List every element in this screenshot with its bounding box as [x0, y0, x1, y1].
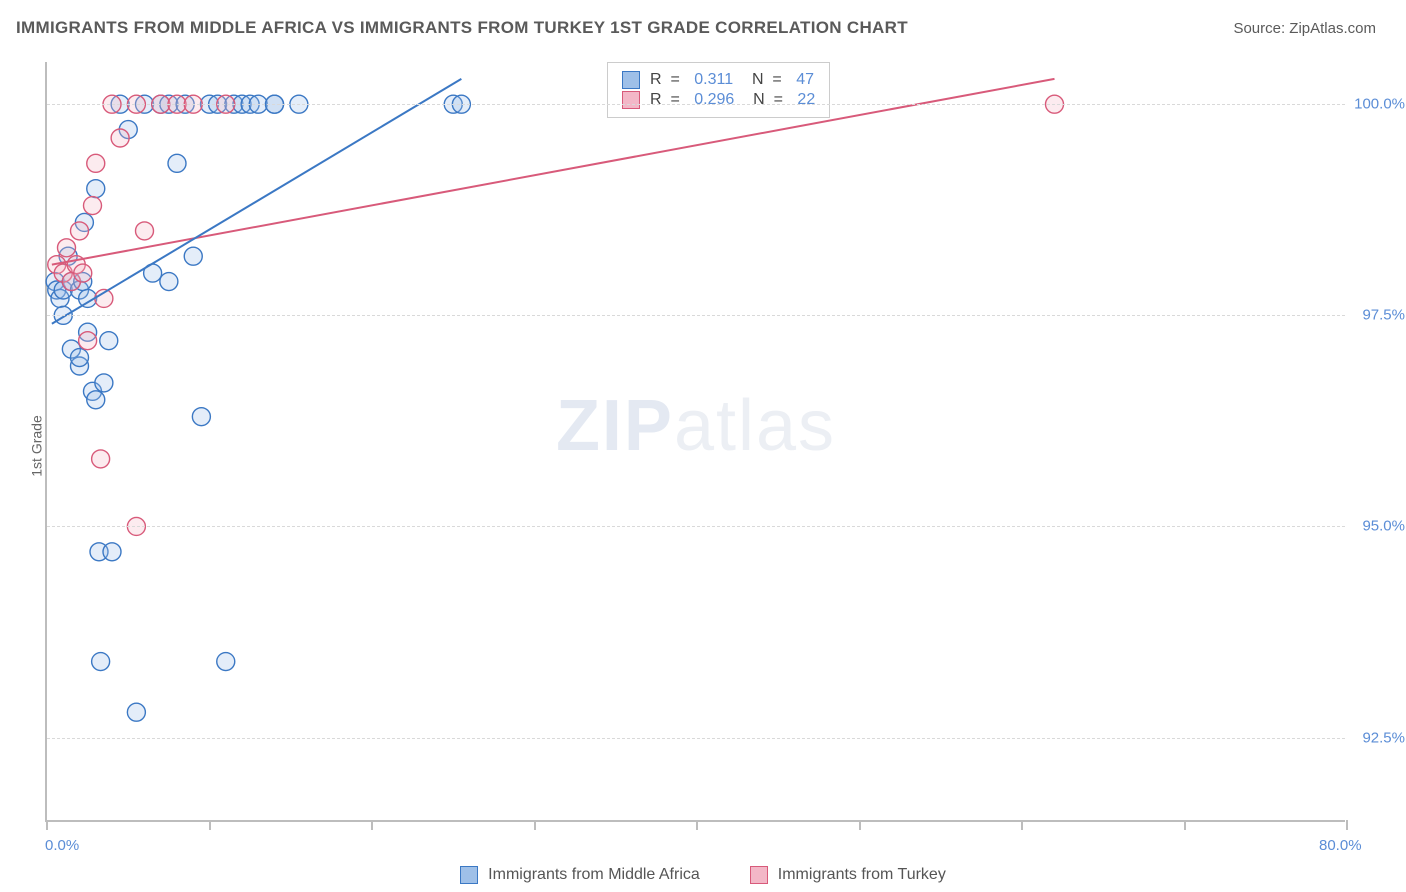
data-point-middle_africa	[92, 653, 110, 671]
x-tick	[1346, 820, 1348, 830]
data-point-turkey	[92, 450, 110, 468]
data-point-middle_africa	[87, 180, 105, 198]
data-point-turkey	[58, 239, 76, 257]
legend-r-value: 0.296	[690, 91, 734, 109]
series-legend-item-middle_africa: Immigrants from Middle Africa	[460, 866, 700, 884]
data-point-middle_africa	[71, 349, 89, 367]
x-tick-label: 0.0%	[45, 837, 79, 854]
legend-row-turkey: R = 0.296 N = 22	[622, 91, 815, 109]
data-point-turkey	[87, 154, 105, 172]
y-tick-label: 95.0%	[1349, 518, 1405, 535]
data-point-middle_africa	[217, 653, 235, 671]
trend-line-middle_africa	[52, 79, 462, 324]
legend-n-label: N =	[743, 71, 782, 89]
x-tick	[534, 820, 536, 830]
legend-r-value: 0.311	[690, 71, 733, 89]
chart-header: IMMIGRANTS FROM MIDDLE AFRICA VS IMMIGRA…	[16, 18, 1376, 38]
chart-title: IMMIGRANTS FROM MIDDLE AFRICA VS IMMIGRA…	[16, 18, 908, 38]
data-point-middle_africa	[95, 374, 113, 392]
series-legend-label: Immigrants from Turkey	[778, 866, 946, 884]
chart-source: Source: ZipAtlas.com	[1233, 20, 1376, 37]
x-tick	[371, 820, 373, 830]
x-tick	[1021, 820, 1023, 830]
x-tick-label: 80.0%	[1319, 837, 1362, 854]
gridline-h	[47, 315, 1345, 316]
legend-swatch	[622, 71, 640, 89]
legend-swatch	[622, 91, 640, 109]
series-legend-item-turkey: Immigrants from Turkey	[750, 866, 946, 884]
data-point-turkey	[136, 222, 154, 240]
data-point-middle_africa	[103, 543, 121, 561]
x-tick	[696, 820, 698, 830]
data-point-turkey	[79, 332, 97, 350]
data-point-turkey	[71, 222, 89, 240]
series-legend: Immigrants from Middle Africa Immigrants …	[0, 866, 1406, 884]
legend-n-value: 22	[793, 91, 815, 109]
x-tick	[1184, 820, 1186, 830]
data-point-middle_africa	[184, 247, 202, 265]
legend-swatch	[460, 866, 478, 884]
data-point-middle_africa	[168, 154, 186, 172]
legend-r-label: R =	[650, 71, 680, 89]
y-tick-label: 100.0%	[1349, 96, 1405, 113]
plot-area: ZIPatlas R = 0.311 N = 47R = 0.296 N = 2…	[45, 62, 1345, 822]
chart-svg	[47, 62, 1345, 820]
data-point-middle_africa	[100, 332, 118, 350]
data-point-turkey	[84, 197, 102, 215]
legend-r-label: R =	[650, 91, 680, 109]
data-point-turkey	[111, 129, 129, 147]
legend-n-value: 47	[792, 71, 814, 89]
x-tick	[209, 820, 211, 830]
y-tick-label: 92.5%	[1349, 729, 1405, 746]
x-tick	[46, 820, 48, 830]
y-axis-label: 1st Grade	[29, 415, 45, 476]
series-legend-label: Immigrants from Middle Africa	[488, 866, 700, 884]
correlation-legend: R = 0.311 N = 47R = 0.296 N = 22	[607, 62, 830, 118]
data-point-middle_africa	[160, 273, 178, 291]
data-point-middle_africa	[127, 703, 145, 721]
legend-n-label: N =	[744, 91, 783, 109]
data-point-middle_africa	[87, 391, 105, 409]
data-point-turkey	[74, 264, 92, 282]
data-point-middle_africa	[192, 408, 210, 426]
gridline-h	[47, 526, 1345, 527]
gridline-h	[47, 738, 1345, 739]
legend-swatch	[750, 866, 768, 884]
legend-row-middle_africa: R = 0.311 N = 47	[622, 71, 815, 89]
y-tick-label: 97.5%	[1349, 307, 1405, 324]
gridline-h	[47, 104, 1345, 105]
x-tick	[859, 820, 861, 830]
